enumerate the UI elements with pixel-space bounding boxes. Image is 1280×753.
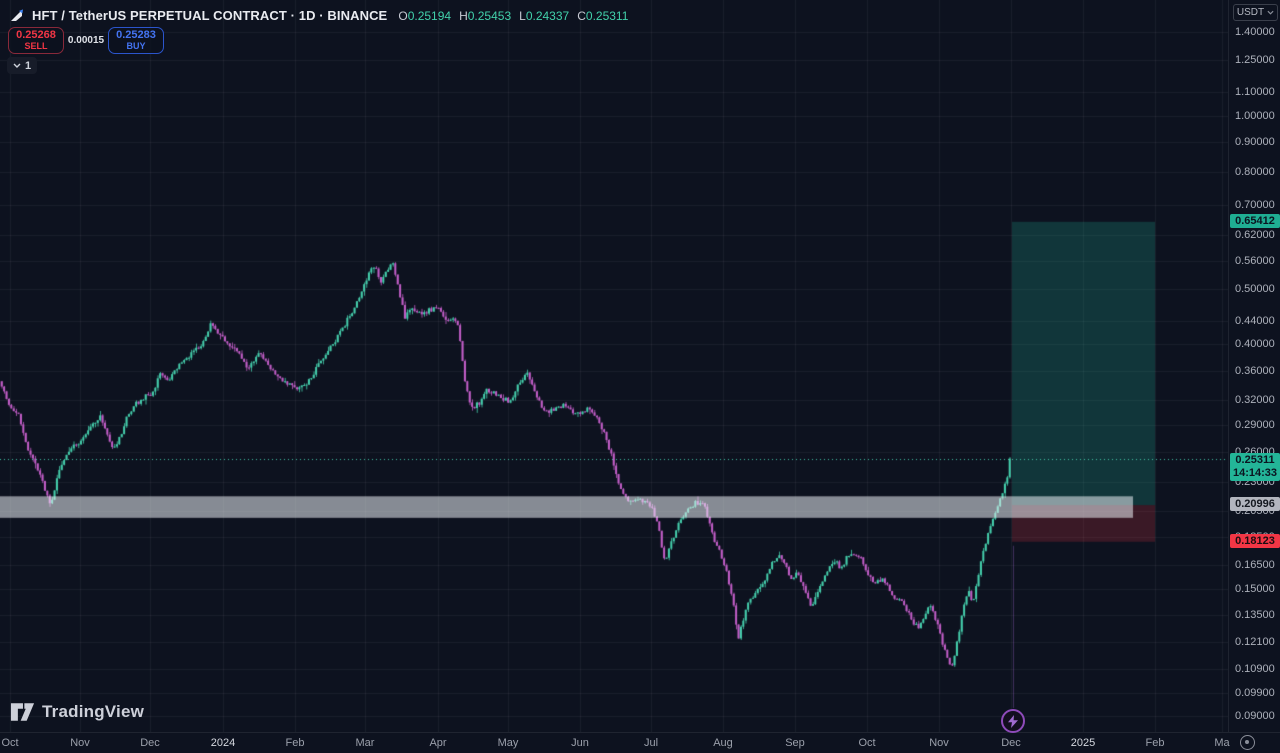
- price-tick-label: 0.32000: [1235, 394, 1275, 407]
- price-tick-label: 0.80000: [1235, 165, 1275, 178]
- price-axis[interactable]: USDT 1.40000 1.25000 1.10000 1.00000 0.90000…: [1228, 0, 1280, 732]
- time-tick-label: Mar: [355, 737, 375, 749]
- price-tick-label: 0.44000: [1235, 314, 1275, 327]
- buy-price: 0.25283: [116, 29, 156, 41]
- spread-value: 0.00015: [67, 35, 105, 46]
- object-tree-count: 1: [25, 59, 32, 72]
- price-tick-label: 0.50000: [1235, 282, 1275, 295]
- time-tick-label: Feb: [285, 737, 305, 749]
- price-tick-label: 0.29000: [1235, 418, 1275, 431]
- instant-order-lightning-icon[interactable]: [1001, 709, 1025, 733]
- candlestick-chart[interactable]: [0, 0, 1228, 732]
- tradingview-logo[interactable]: TradingView: [10, 702, 144, 722]
- ohlc-values: O0.25194 H0.25453 L0.24337 C0.25311: [398, 9, 628, 23]
- price-tick-label: 0.10900: [1235, 662, 1275, 675]
- tradingview-logo-icon: [10, 703, 35, 721]
- time-tick-label: May: [497, 737, 519, 749]
- take-profit-price-label: 0.65412: [1230, 213, 1280, 228]
- price-tick-label: 0.09000: [1235, 710, 1275, 723]
- ohlc-open: O0.25194: [398, 8, 452, 23]
- time-tick-label: Nov: [929, 737, 949, 749]
- time-tick-label: 2024: [210, 737, 236, 749]
- price-tick-label: 0.09900: [1235, 686, 1275, 699]
- price-tick-label: 1.00000: [1235, 109, 1275, 122]
- current-price-value: 0.25311: [1235, 453, 1275, 466]
- currency-label: USDT: [1236, 7, 1265, 18]
- time-tick-label: Oct: [1, 737, 19, 749]
- sell-label: SELL: [24, 40, 48, 51]
- price-tick-label: 0.12100: [1235, 636, 1275, 649]
- time-tick-label: Sep: [785, 737, 805, 749]
- time-tick-label: Feb: [1145, 737, 1165, 749]
- time-tick-label: 2025: [1070, 737, 1096, 749]
- entry-price-label: 0.20996: [1230, 497, 1280, 512]
- currency-selector[interactable]: USDT: [1233, 4, 1278, 21]
- price-tick-label: 0.15000: [1235, 582, 1275, 595]
- chevron-down-icon: [13, 63, 21, 68]
- price-tick-label: 0.36000: [1235, 364, 1275, 377]
- ohlc-close: C0.25311: [577, 8, 629, 23]
- symbol-logo-icon: [11, 9, 23, 21]
- time-tick-label: Nov: [70, 737, 90, 749]
- symbol-title[interactable]: HFT / TetherUS PERPETUAL CONTRACT · 1D ·…: [32, 8, 388, 23]
- time-tick-label: Oct: [858, 737, 876, 749]
- bar-countdown: 14:14:33: [1232, 466, 1278, 479]
- price-tick-label: 0.40000: [1235, 338, 1275, 351]
- time-tick-label: Dec: [140, 737, 160, 749]
- symbol-header: HFT / TetherUS PERPETUAL CONTRACT · 1D ·…: [10, 8, 628, 23]
- price-tick-label: 0.13500: [1235, 609, 1275, 622]
- price-tick-label: 0.90000: [1235, 136, 1275, 149]
- trade-panel: 0.25268 SELL 0.00015 0.25283 BUY: [8, 27, 164, 54]
- sell-price: 0.25268: [16, 29, 56, 41]
- buy-label: BUY: [126, 40, 146, 51]
- time-tick-label: Aug: [713, 737, 733, 749]
- tradingview-logo-text: TradingView: [42, 702, 145, 721]
- buy-button[interactable]: 0.25283 BUY: [108, 27, 164, 54]
- price-tick-label: 0.16500: [1235, 559, 1275, 572]
- price-tick-label: 0.62000: [1235, 229, 1275, 242]
- sell-button[interactable]: 0.25268 SELL: [8, 27, 64, 54]
- time-tick-label: Ma: [1214, 737, 1230, 749]
- price-tick-label: 0.70000: [1235, 198, 1275, 211]
- price-tick-label: 0.56000: [1235, 254, 1275, 267]
- price-tick-label: 1.25000: [1235, 54, 1275, 67]
- current-price-label: 0.25311 14:14:33: [1230, 452, 1280, 481]
- stop-loss-price-label: 0.18123: [1230, 533, 1280, 548]
- time-tick-label: Jun: [571, 737, 589, 749]
- price-tick-label: 1.40000: [1235, 26, 1275, 39]
- axis-settings-icon[interactable]: [1240, 735, 1255, 750]
- object-tree-toggle[interactable]: 1: [7, 57, 38, 74]
- ohlc-low: L0.24337: [519, 8, 570, 23]
- chevron-down-icon: [1267, 10, 1274, 15]
- time-axis[interactable]: Oct Nov Dec 2024 Feb Mar Apr May Jun Jul Aug Sep Oct…: [0, 732, 1280, 753]
- price-tick-label: 1.10000: [1235, 86, 1275, 99]
- time-tick-label: Dec: [1001, 737, 1021, 749]
- ohlc-high: H0.25453: [459, 8, 512, 23]
- time-tick-label: Apr: [429, 737, 447, 749]
- time-tick-label: Jul: [643, 737, 659, 749]
